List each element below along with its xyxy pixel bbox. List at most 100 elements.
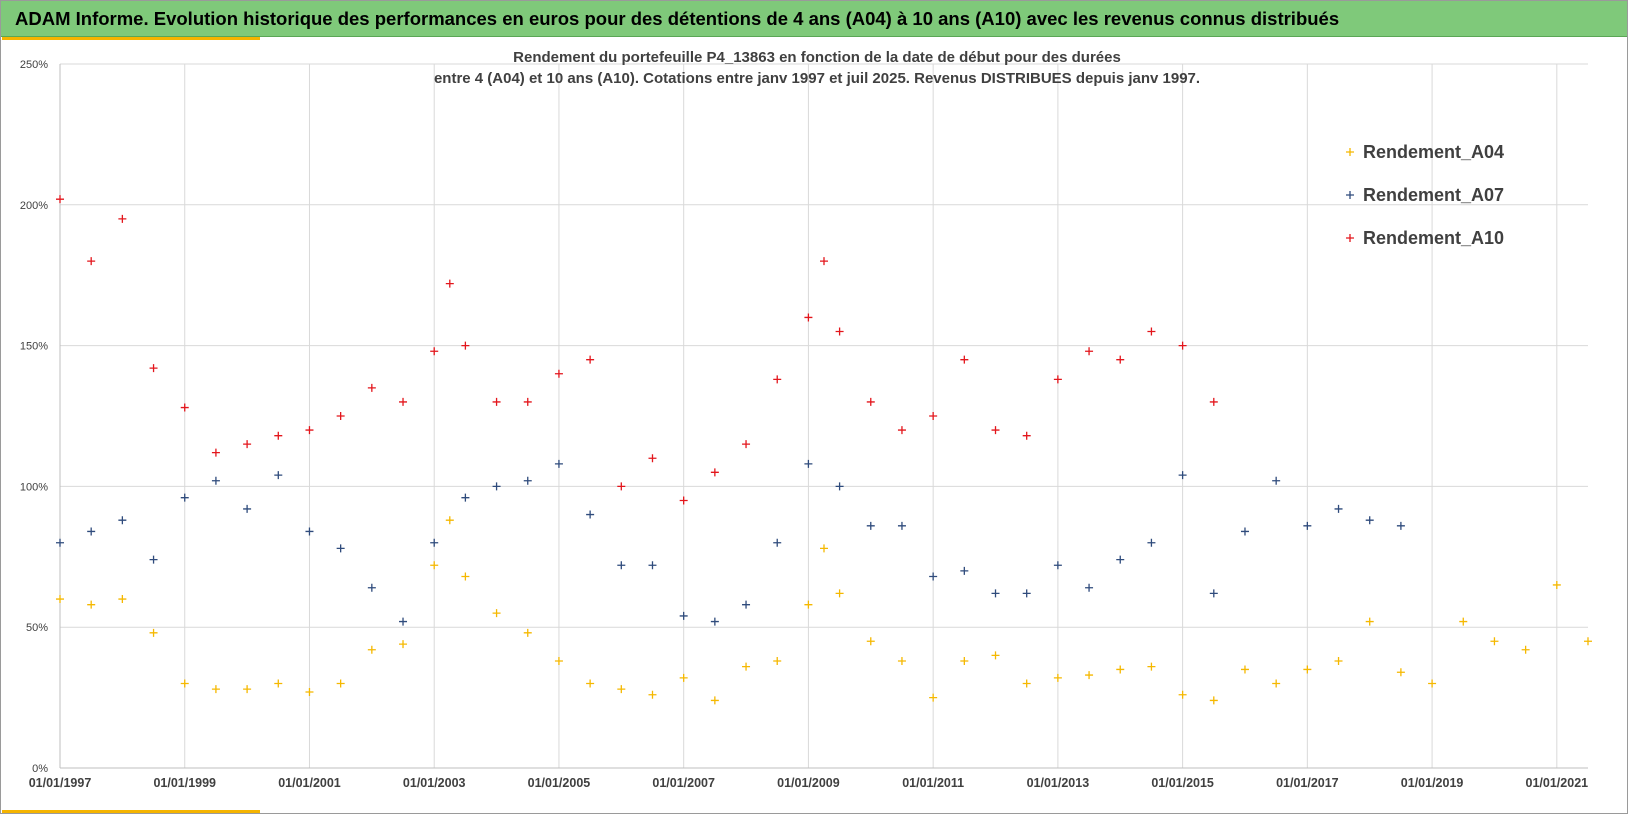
accent-bar-top [2,37,260,40]
data-point [243,504,252,513]
data-point [929,572,938,581]
data-point [1085,671,1094,680]
data-point [367,583,376,592]
data-point [430,347,439,356]
data-point [492,397,501,406]
data-point [149,555,158,564]
data-point [617,685,626,694]
data-point [586,510,595,519]
data-point [804,313,813,322]
data-point [118,214,127,223]
x-tick-label: 01/01/1997 [29,776,92,790]
data-point [1147,662,1156,671]
data-point [1490,637,1499,646]
data-point [118,516,127,525]
data-point [1334,656,1343,665]
data-point [305,687,314,696]
data-point [87,257,96,266]
data-point [461,572,470,581]
data-point [430,538,439,547]
data-point [523,397,532,406]
data-point [305,527,314,536]
legend-marker [1346,148,1354,156]
data-point [679,673,688,682]
data-point [523,628,532,637]
data-point [461,341,470,350]
data-point [211,476,220,485]
y-tick-label: 200% [20,200,48,212]
series-Rendement_A04 [56,516,1592,705]
data-point [679,496,688,505]
data-point [492,482,501,491]
data-point [367,383,376,392]
data-point [960,656,969,665]
marks-layer [56,195,1592,705]
data-point [56,538,64,547]
data-point [274,471,283,480]
data-point [710,468,719,477]
data-point [1053,673,1062,682]
data-point [1303,521,1312,530]
data-point [1022,589,1031,598]
data-point [1085,347,1094,356]
x-tick-label: 01/01/2009 [777,776,840,790]
chart-title-line-2: entre 4 (A04) et 10 ans (A10). Cotations… [434,70,1200,87]
y-tick-label: 150% [20,341,48,353]
banner-title: ADAM Informe. Evolution historique des p… [15,8,1340,29]
chart-title-line-1: Rendement du portefeuille P4_13863 en fo… [513,49,1121,66]
accent-bar-bottom [2,810,260,813]
data-point [1459,617,1468,626]
data-point [586,679,595,688]
data-point [1240,665,1249,674]
data-point [305,426,314,435]
data-point [1116,355,1125,364]
data-point [742,600,751,609]
data-point [211,685,220,694]
data-point [679,611,688,620]
data-point [1053,375,1062,384]
data-point [648,454,657,463]
data-point [897,426,906,435]
data-point [1365,617,1374,626]
data-point [118,595,127,604]
data-point [773,538,782,547]
data-point [399,397,408,406]
data-point [1116,555,1125,564]
data-point [56,595,64,604]
legend-marker [1346,234,1354,242]
data-point [399,640,408,649]
data-point [1396,521,1405,530]
data-point [866,637,875,646]
data-point [149,628,158,637]
data-point [1303,665,1312,674]
data-point [1116,665,1125,674]
data-point [897,521,906,530]
x-tick-label: 01/01/2015 [1151,776,1214,790]
data-point [1053,561,1062,570]
data-point [835,589,844,598]
data-point [149,364,158,373]
data-point [835,327,844,336]
data-point [1022,679,1031,688]
data-point [648,690,657,699]
data-point [1178,471,1187,480]
legend-label: Rendement_A07 [1363,185,1504,205]
data-point [742,440,751,449]
data-point [866,397,875,406]
data-point [742,662,751,671]
data-point [617,561,626,570]
data-point [1209,696,1218,705]
data-point [336,679,345,688]
data-point [180,493,189,502]
data-point [367,645,376,654]
header-banner: ADAM Informe. Evolution historique des p… [1,1,1627,37]
data-point [820,257,828,266]
data-point [617,482,626,491]
axis-layer: 0% 50% 100% 150% 200% 250% 01/01/1997 01/01/199… [20,59,1588,790]
data-point [430,561,439,570]
y-tick-label: 0% [32,763,48,775]
data-point [274,431,283,440]
x-tick-label: 01/01/2013 [1027,776,1090,790]
data-point [1209,397,1218,406]
